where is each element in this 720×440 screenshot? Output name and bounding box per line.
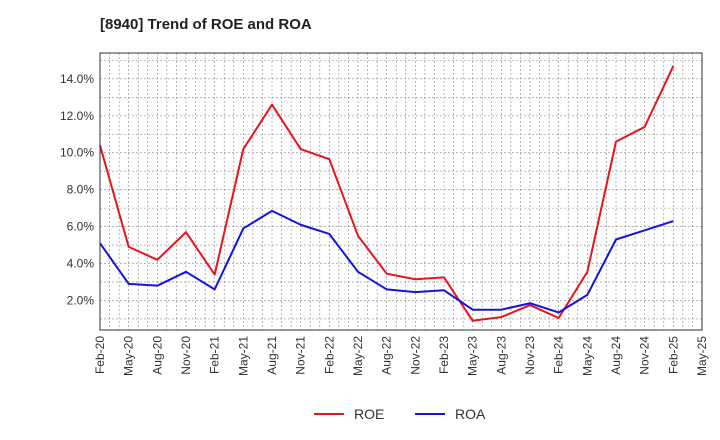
legend-label-roe: ROE <box>354 406 384 422</box>
series-lines <box>99 65 675 322</box>
x-tick-label: Nov-24 <box>638 336 652 375</box>
x-tick-label: May-25 <box>695 336 709 376</box>
y-tick-label: 10.0% <box>60 146 94 160</box>
x-tick-label: Nov-22 <box>408 336 422 375</box>
x-tick-label: Feb-23 <box>437 336 451 374</box>
y-axis-ticks: 2.0% 4.0% 6.0% 8.0% 10.0% 12.0% 14.0% <box>60 72 94 308</box>
x-tick-label: Feb-22 <box>322 336 336 374</box>
x-tick-label: May-21 <box>236 336 250 376</box>
x-tick-label: Aug-20 <box>150 336 164 375</box>
legend: ROE ROA <box>314 406 486 422</box>
x-tick-label: Nov-20 <box>179 336 193 375</box>
x-tick-label: Nov-21 <box>294 336 308 375</box>
y-tick-label: 8.0% <box>67 183 95 197</box>
legend-label-roa: ROA <box>455 406 486 422</box>
x-tick-label: Feb-20 <box>93 336 107 374</box>
x-tick-label: Aug-22 <box>380 336 394 375</box>
x-tick-label: May-20 <box>122 336 136 376</box>
x-tick-label: Aug-24 <box>609 336 623 375</box>
x-tick-label: May-22 <box>351 336 365 376</box>
y-tick-label: 6.0% <box>67 220 95 234</box>
x-tick-label: May-23 <box>466 336 480 376</box>
grid-lines <box>99 53 703 330</box>
y-tick-label: 14.0% <box>60 72 94 86</box>
plot-area <box>100 53 702 330</box>
series-line-roe <box>99 65 675 322</box>
chart-title: [8940] Trend of ROE and ROA <box>100 16 312 33</box>
x-tick-label: Nov-23 <box>523 336 537 375</box>
x-tick-label: Feb-21 <box>208 336 222 374</box>
x-tick-label: Feb-25 <box>666 336 680 374</box>
series-line-roa <box>99 209 674 314</box>
plot-border <box>99 52 703 331</box>
x-tick-label: May-24 <box>580 336 594 376</box>
y-tick-label: 2.0% <box>67 293 95 307</box>
x-axis-ticks: Feb-20 May-20 Aug-20 Nov-20 Feb-21 May-21 Aug-… <box>93 336 709 376</box>
y-tick-label: 4.0% <box>67 257 95 271</box>
y-tick-label: 12.0% <box>60 109 94 123</box>
x-tick-label: Feb-24 <box>552 336 566 374</box>
x-tick-label: Aug-23 <box>494 336 508 375</box>
x-tick-label: Aug-21 <box>265 336 279 375</box>
